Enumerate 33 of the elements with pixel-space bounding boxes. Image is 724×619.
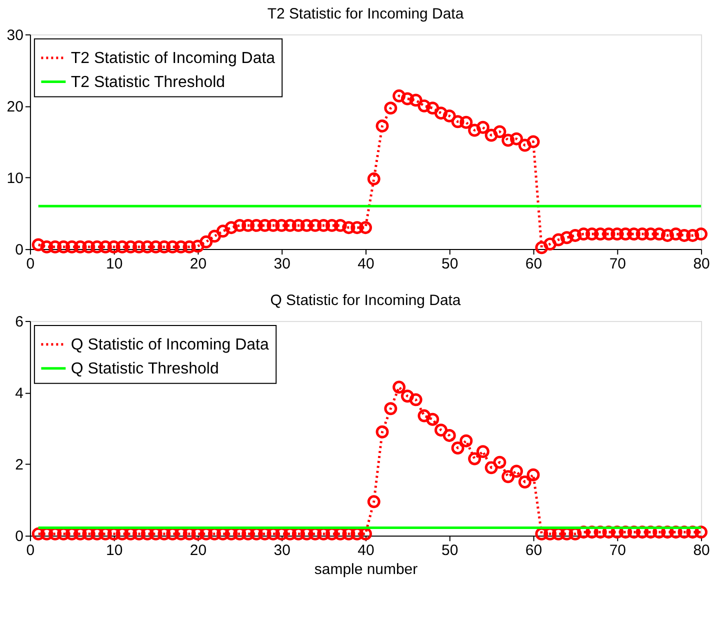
legend-label: T2 Statistic of Incoming Data [70, 50, 276, 67]
chart-title: Q Statistic for Incoming Data [270, 292, 462, 309]
x-tick-label: 80 [693, 542, 710, 560]
chart-title: T2 Statistic for Incoming Data [267, 5, 464, 22]
x-tick-label: 40 [358, 542, 374, 560]
y-tick-label: 20 [6, 98, 24, 116]
y-tick-label: 30 [6, 26, 24, 44]
x-tick-label: 0 [26, 542, 35, 560]
x-tick-label: 50 [442, 256, 458, 273]
x-tick-label: 80 [693, 256, 710, 273]
x-tick-label: 50 [442, 542, 458, 560]
x-tick-label: 70 [609, 542, 626, 560]
x-tick-label: 10 [106, 256, 123, 273]
x-tick-label: 30 [274, 256, 290, 273]
y-tick-label: 10 [6, 170, 24, 187]
x-tick-label: 20 [190, 542, 207, 560]
x-tick-label: 40 [358, 256, 374, 273]
y-tick-label: 2 [15, 456, 24, 474]
y-tick-label: 6 [15, 313, 24, 330]
x-tick-label: 10 [106, 542, 123, 560]
y-tick-label: 0 [15, 242, 24, 259]
x-tick-label: 20 [190, 256, 207, 273]
x-tick-label: 0 [26, 256, 35, 273]
legend-label: Q Statistic of Incoming Data [70, 336, 269, 354]
x-tick-label: 60 [525, 542, 542, 560]
x-tick-label: 70 [609, 256, 626, 273]
y-tick-label: 0 [15, 528, 24, 546]
x-axis-title: sample number [314, 561, 418, 578]
x-tick-label: 30 [274, 542, 290, 560]
y-tick-label: 4 [15, 385, 24, 402]
legend-label: Q Statistic Threshold [70, 360, 219, 378]
legend-label: T2 Statistic Threshold [70, 74, 226, 91]
x-tick-label: 60 [525, 256, 542, 273]
